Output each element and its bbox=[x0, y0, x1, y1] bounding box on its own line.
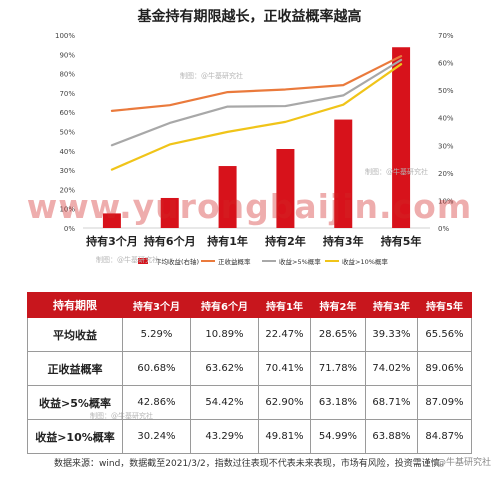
bar bbox=[334, 119, 353, 228]
row-label: 正收益概率 bbox=[27, 351, 123, 386]
x-axis-tick-label: 持有1年 bbox=[207, 234, 248, 248]
series-line bbox=[110, 63, 403, 171]
left-axis-tick-label: 20% bbox=[59, 186, 75, 194]
right-axis-tick-label: 40% bbox=[438, 115, 454, 123]
table-cell: 60.68% bbox=[122, 351, 191, 386]
legend-label: 平均收益(右轴) bbox=[155, 257, 199, 266]
table-cell: 22.47% bbox=[258, 317, 311, 352]
table-row: 收益>10%概率 30.24% 43.29% 49.81% 54.99% 63.… bbox=[27, 419, 472, 454]
left-axis-tick-label: 70% bbox=[59, 90, 75, 98]
x-axis-tick-label: 持有3个月 bbox=[86, 234, 138, 248]
bar bbox=[160, 197, 179, 228]
table-header-cell: 持有5年 bbox=[417, 292, 472, 318]
left-axis-tick-label: 90% bbox=[59, 51, 75, 59]
legend-label: 正收益概率 bbox=[218, 257, 251, 266]
legend-label: 收益>5%概率 bbox=[279, 257, 321, 266]
left-axis-tick-label: 80% bbox=[59, 71, 75, 79]
table-header-cell: 持有3年 bbox=[365, 292, 418, 318]
table-cell: 54.42% bbox=[190, 385, 259, 420]
right-axis-tick-label: 0% bbox=[438, 225, 449, 233]
x-axis-tick-label: 持有6个月 bbox=[144, 234, 196, 248]
table-row: 收益>5%概率 42.86% 54.42% 62.90% 63.18% 68.7… bbox=[27, 385, 472, 420]
table-cell: 84.87% bbox=[417, 419, 472, 454]
right-axis-tick-label: 70% bbox=[438, 32, 454, 40]
table-cell: 70.41% bbox=[258, 351, 311, 386]
left-axis-tick-label: 30% bbox=[59, 167, 75, 175]
table-cell: 39.33% bbox=[365, 317, 418, 352]
right-axis-tick-label: 20% bbox=[438, 170, 454, 178]
row-label: 平均收益 bbox=[27, 317, 123, 352]
table-cell: 87.09% bbox=[417, 385, 472, 420]
returns-table: 持有期限 持有3个月 持有6个月 持有1年 持有2年 持有3年 持有5年 平均收… bbox=[27, 292, 472, 454]
table-cell: 30.24% bbox=[122, 419, 191, 454]
bar bbox=[102, 213, 121, 228]
table-header-row: 持有期限 持有3个月 持有6个月 持有1年 持有2年 持有3年 持有5年 bbox=[27, 292, 472, 318]
table-cell: 28.65% bbox=[310, 317, 366, 352]
right-axis-tick-label: 30% bbox=[438, 142, 454, 150]
table-cell: 65.56% bbox=[417, 317, 472, 352]
right-axis-tick-label: 60% bbox=[438, 60, 454, 68]
table-header-cell: 持有1年 bbox=[258, 292, 311, 318]
left-axis-tick-label: 40% bbox=[59, 148, 75, 156]
table-cell: 5.29% bbox=[122, 317, 191, 352]
table-cell: 10.89% bbox=[190, 317, 259, 352]
left-axis-tick-label: 60% bbox=[59, 109, 75, 117]
bar bbox=[218, 166, 237, 228]
watermark: 制图：@牛基研究社 bbox=[180, 72, 243, 80]
table-cell: 62.90% bbox=[258, 385, 311, 420]
table-cell: 54.99% bbox=[310, 419, 366, 454]
table-cell: 43.29% bbox=[190, 419, 259, 454]
right-axis-tick-label: 10% bbox=[438, 197, 454, 205]
table-cell: 74.02% bbox=[365, 351, 418, 386]
row-label: 收益>5%概率 bbox=[27, 385, 123, 420]
x-axis-tick-label: 持有5年 bbox=[381, 234, 422, 248]
table-cell: 89.06% bbox=[417, 351, 472, 386]
series-line bbox=[110, 55, 403, 112]
table-cell: 63.62% bbox=[190, 351, 259, 386]
combo-chart: 0% 10% 20% 30% 40% 50% 60% 70% 80% 90% 100% 0% 10% 20… bbox=[55, 32, 454, 266]
row-label: 收益>10%概率 bbox=[27, 419, 123, 454]
table-row: 平均收益 5.29% 10.89% 22.47% 28.65% 39.33% 6… bbox=[27, 317, 472, 352]
legend-label: 收益>10%概率 bbox=[342, 257, 388, 266]
x-axis-tick-label: 持有2年 bbox=[265, 234, 306, 248]
table-header-cell: 持有6个月 bbox=[190, 292, 259, 318]
chart-title: 基金持有期限越长，正收益概率越高 bbox=[137, 9, 362, 25]
bar bbox=[392, 47, 411, 228]
left-axis-tick-label: 100% bbox=[55, 32, 75, 40]
table-cell: 68.71% bbox=[365, 385, 418, 420]
table-cell: 63.88% bbox=[365, 419, 418, 454]
left-axis-tick-label: 50% bbox=[59, 129, 75, 137]
series-line bbox=[110, 58, 403, 147]
watermark: 制图：@牛基研究社 bbox=[365, 168, 428, 176]
table-header-cell: 持有期限 bbox=[27, 292, 123, 318]
legend-swatch bbox=[138, 258, 148, 264]
table-row: 正收益概率 60.68% 63.62% 70.41% 71.78% 74.02%… bbox=[27, 351, 472, 386]
bar bbox=[276, 149, 295, 228]
table-cell: 42.86% bbox=[122, 385, 191, 420]
weibo-watermark: @牛基研究社 bbox=[436, 458, 491, 468]
x-axis-tick-label: 持有3年 bbox=[323, 234, 364, 248]
left-axis-tick-label: 10% bbox=[59, 206, 75, 214]
right-axis-tick-label: 50% bbox=[438, 87, 454, 95]
source-note: 数据来源：wind，数据截至2021/3/2，指数过往表现不代表未来表现，市场有… bbox=[54, 459, 449, 469]
table-header-cell: 持有2年 bbox=[310, 292, 366, 318]
site-watermark-banner: www.yurongbaijin.com bbox=[26, 187, 473, 226]
table-cell: 71.78% bbox=[310, 351, 366, 386]
left-axis-tick-label: 0% bbox=[64, 225, 75, 233]
watermark: 制图：@牛基研究社 bbox=[96, 256, 159, 264]
table-header-cell: 持有3个月 bbox=[122, 292, 191, 318]
table-cell: 49.81% bbox=[258, 419, 311, 454]
table-cell: 63.18% bbox=[310, 385, 366, 420]
